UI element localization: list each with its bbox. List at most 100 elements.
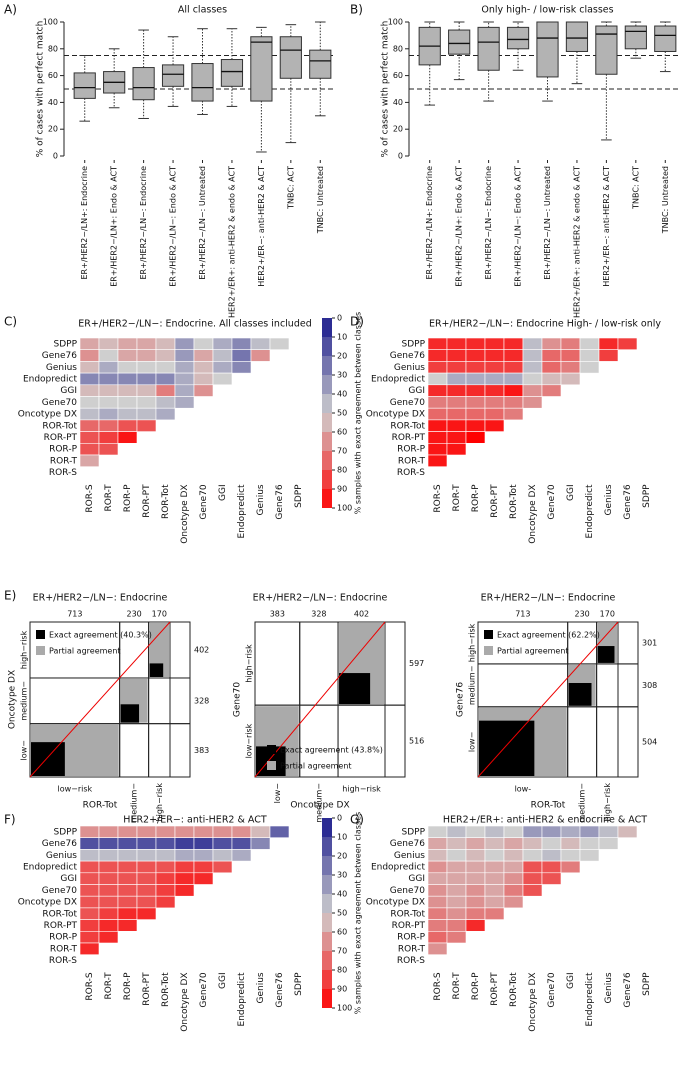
column-label: ROR-PT <box>490 484 500 518</box>
heat-cell <box>446 884 467 897</box>
row-label: Genius <box>46 851 77 861</box>
row-label: SDPP <box>54 827 78 837</box>
heat-cell <box>484 361 505 374</box>
row-label: ROR-S <box>49 468 77 478</box>
row-label: Endopredict <box>371 374 426 384</box>
heat-cell <box>465 361 486 374</box>
heat-cell <box>503 337 524 350</box>
heat-cell <box>155 872 176 885</box>
column-label: Genius <box>256 484 266 515</box>
heat-cell <box>560 372 581 386</box>
heat-cell <box>98 396 119 409</box>
x-tick-label: ER+/HER2−/LN−: Endo & ACT <box>169 166 178 287</box>
heat-cell <box>427 942 448 955</box>
panel-label: B) <box>350 3 363 17</box>
heat-cell <box>98 419 119 432</box>
heat-cell <box>579 361 600 374</box>
colorbar-tick-label: 20 <box>337 852 347 861</box>
heat-cell <box>193 860 214 874</box>
heat-cell <box>250 349 271 362</box>
heat-cell <box>79 431 100 444</box>
row-label: Oncotype DX <box>366 410 425 420</box>
box <box>279 36 302 79</box>
heat-cell <box>541 337 562 350</box>
row-label: ROR-Tot <box>42 909 77 919</box>
box <box>448 29 471 55</box>
heat-cell <box>560 361 581 374</box>
heat-cell <box>212 361 233 374</box>
heat-cell <box>231 349 252 362</box>
heat-cell <box>446 431 467 444</box>
heat-cell <box>117 337 138 350</box>
heat-cell <box>484 860 505 874</box>
column-label: Gene70 <box>547 972 557 1007</box>
legend-swatch <box>267 761 276 770</box>
column-count: 170 <box>600 610 615 619</box>
heat-cell <box>117 860 138 874</box>
heat-cell <box>446 442 467 456</box>
row-label: Oncotype DX <box>18 410 77 420</box>
heat-cell <box>465 837 486 850</box>
heat-cell <box>98 872 119 885</box>
heat-cell <box>522 849 543 862</box>
heat-cell <box>98 849 119 862</box>
column-label: Gene76 <box>623 484 633 519</box>
column-label: Gene76 <box>275 484 285 519</box>
heat-cell <box>79 337 100 350</box>
row-label: Oncotype DX <box>18 898 77 908</box>
heat-cell <box>465 919 486 932</box>
column-label: SDPP <box>294 972 304 996</box>
heat-cell <box>174 361 195 374</box>
column-label: ROR-S <box>85 972 95 1000</box>
y-category-label: low−risk <box>245 723 254 758</box>
heat-cell <box>484 907 505 920</box>
colorbar-segment <box>322 356 332 375</box>
heat-cell <box>579 837 600 850</box>
column-label: Oncotype DX <box>528 972 538 1031</box>
colorbar-tick-label: 50 <box>337 909 347 918</box>
diagonal <box>254 621 386 778</box>
heat-cell <box>427 419 448 432</box>
column-label: Gene76 <box>275 972 285 1007</box>
heat-cell <box>136 884 157 897</box>
heat-cell <box>503 849 524 862</box>
row-label: SDPP <box>402 339 426 349</box>
heat-cell <box>117 396 138 409</box>
legend-swatch <box>267 745 276 754</box>
panel-label: E) <box>4 589 16 603</box>
column-label: Genius <box>256 972 266 1003</box>
heat-cell <box>465 895 486 909</box>
heat-cell <box>98 930 119 944</box>
heat-cell <box>522 361 543 374</box>
diagonal <box>29 621 171 778</box>
heat-cell <box>136 337 157 350</box>
heat-cell <box>136 872 157 885</box>
column-label: Endopredict <box>585 972 595 1027</box>
column-count: 170 <box>152 610 167 619</box>
column-count: 713 <box>67 610 82 619</box>
y-category-label: high−risk <box>245 644 254 683</box>
heat-cell <box>250 825 271 838</box>
column-label: SDPP <box>642 972 652 996</box>
heat-cell <box>484 872 505 885</box>
heat-cell <box>446 396 467 409</box>
row-label: ROR-P <box>397 445 425 455</box>
colorbar-segment <box>322 489 332 508</box>
heat-cell <box>79 837 100 850</box>
column-label: Gene76 <box>623 972 633 1007</box>
heat-cell <box>117 872 138 885</box>
heat-cell <box>446 407 467 421</box>
heat-cell <box>174 337 195 350</box>
legend-label: Exact agreement (62.2%) <box>497 631 600 640</box>
heat-cell <box>212 372 233 386</box>
heat-cell <box>117 907 138 920</box>
x-category-label: low−risk <box>57 785 92 794</box>
heat-cell <box>136 349 157 362</box>
heat-cell <box>79 361 100 374</box>
x-tick-label: HER2+/ER−: anti-HER2 & ACT <box>602 166 611 287</box>
heat-cell <box>79 907 100 920</box>
x-category-label: high−risk <box>155 783 164 822</box>
heat-cell <box>503 825 524 838</box>
box <box>536 21 559 78</box>
y-axis-label: % of cases with perfect match <box>36 21 46 158</box>
